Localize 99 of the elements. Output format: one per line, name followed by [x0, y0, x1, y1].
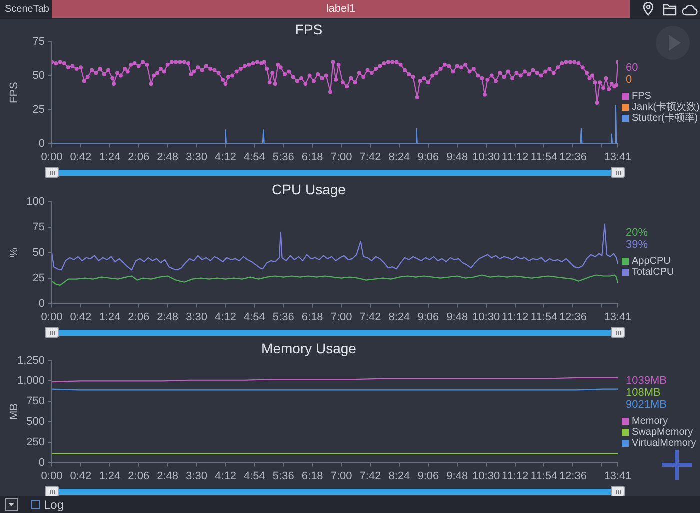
text: 60 — [626, 62, 640, 74]
legend-label: SwapMemory — [632, 426, 694, 438]
y-tick-label: 0 — [38, 456, 45, 469]
x-tick-label: 3:30 — [186, 151, 208, 164]
x-tick-label: 6:18 — [302, 470, 324, 482]
x-tick-label: 1:24 — [99, 311, 121, 324]
y-tick-label: 100 — [26, 196, 45, 208]
x-tick-label: 0:00 — [41, 470, 63, 482]
text: 9021MB — [626, 398, 668, 411]
y-tick-label: 50 — [32, 246, 45, 259]
x-tick-label: 7:00 — [330, 311, 352, 324]
y-tick-label: 0 — [38, 138, 45, 150]
chart-title: Memory Usage — [262, 340, 357, 356]
x-tick-label: 11:12 — [502, 311, 529, 324]
x-tick-label: 10:30 — [472, 311, 500, 324]
x-tick-label: 4:12 — [215, 470, 236, 482]
text: SceneTab — [5, 4, 50, 16]
x-tick-label: 5:36 — [272, 151, 294, 164]
x-tick-label: 0:42 — [70, 311, 92, 324]
x-tick-label: 1:24 — [99, 151, 121, 164]
x-tick-label: 10:30 — [472, 151, 500, 164]
x-tick-label: 9:06 — [418, 311, 440, 324]
x-tick-label: 0:42 — [70, 470, 92, 482]
x-tick-label: 2:06 — [128, 311, 150, 324]
y-axis-title: MB — [8, 404, 21, 420]
x-tick-label: 2:48 — [157, 470, 179, 482]
y-tick-label: 250 — [26, 436, 45, 448]
y-tick-label: 1,250 — [17, 354, 45, 367]
x-tick-label: 9:48 — [446, 470, 468, 482]
x-tick-label: 11:54 — [530, 311, 558, 324]
x-tick-label: 12:36 — [559, 151, 587, 164]
y-axis-title: FPS — [8, 82, 21, 104]
x-tick-label: 0:00 — [41, 311, 63, 324]
x-tick-label: 2:06 — [128, 470, 150, 482]
x-tick-label: 9:06 — [418, 151, 440, 164]
x-tick-label: 9:48 — [446, 311, 468, 324]
x-tick-label: 4:12 — [215, 151, 236, 164]
x-tick-label: 4:54 — [244, 470, 266, 482]
x-tick-label: 11:54 — [530, 151, 558, 164]
y-tick-label: 25 — [32, 272, 45, 284]
text: Log — [44, 498, 64, 512]
legend-label: TotalCPU — [632, 267, 674, 278]
x-tick-label: 7:00 — [330, 151, 352, 164]
text: 0 — [626, 74, 634, 86]
x-tick-label: 2:48 — [157, 311, 179, 324]
text: 1039MB — [626, 374, 668, 387]
x-tick-label: 6:18 — [302, 311, 324, 324]
x-tick-label: 9:06 — [418, 470, 440, 482]
x-tick-label: 9:48 — [446, 151, 468, 164]
x-tick-label: 6:18 — [302, 151, 324, 164]
x-tick-label: 12:36 — [559, 311, 587, 324]
x-tick-label: 13:41 — [604, 470, 632, 482]
text: 20% — [626, 227, 650, 240]
x-tick-label: 7:42 — [360, 311, 382, 324]
x-tick-label: 2:06 — [128, 151, 150, 164]
x-tick-label: 1:24 — [99, 470, 121, 482]
y-tick-label: 500 — [26, 416, 45, 428]
x-tick-label: 7:42 — [360, 151, 382, 164]
text: 108MB — [626, 386, 662, 399]
x-tick-label: 5:36 — [272, 470, 294, 482]
legend-label: Memory — [632, 416, 668, 427]
x-tick-label: 3:30 — [186, 470, 208, 482]
chart-title: FPS — [295, 21, 323, 38]
x-tick-label: 8:24 — [388, 151, 410, 164]
x-tick-label: 7:42 — [360, 470, 382, 482]
x-tick-label: 11:12 — [502, 470, 529, 482]
y-tick-label: 750 — [26, 396, 45, 408]
legend-label: Stutter(卡顿率) — [632, 112, 698, 124]
legend-label: VirtualMemory — [632, 438, 696, 449]
x-tick-label: 0:00 — [41, 151, 63, 164]
x-tick-label: 10:30 — [472, 470, 500, 482]
x-tick-label: 8:24 — [388, 470, 410, 482]
label-bar: label1 — [52, 0, 630, 18]
x-tick-label: 13:41 — [604, 311, 632, 324]
x-tick-label: 5:36 — [272, 311, 294, 324]
legend-label: Jank(卡顿次数) — [632, 102, 700, 113]
x-tick-label: 11:54 — [530, 470, 558, 482]
y-tick-label: 1,000 — [17, 375, 45, 388]
y-tick-label: 50 — [32, 70, 45, 82]
y-tick-label: 25 — [32, 104, 45, 116]
legend-label: AppCPU — [632, 256, 671, 268]
x-tick-label: 3:30 — [186, 311, 208, 324]
x-tick-label: 4:12 — [215, 311, 236, 324]
x-tick-label: 8:24 — [388, 311, 410, 324]
y-tick-label: 0 — [38, 298, 45, 310]
y-tick-label: 75 — [32, 221, 45, 234]
x-tick-label: 11:12 — [502, 151, 529, 164]
x-tick-label: 7:00 — [330, 470, 352, 482]
x-tick-label: 0:42 — [70, 151, 92, 164]
text: 39% — [626, 239, 650, 252]
x-tick-label: 4:54 — [244, 311, 266, 324]
x-tick-label: 4:54 — [244, 151, 266, 164]
legend-label: FPS — [632, 90, 652, 102]
x-tick-label: 12:36 — [559, 470, 587, 482]
y-axis-title: % — [8, 248, 21, 258]
y-tick-label: 75 — [32, 36, 45, 48]
chart-title: CPU Usage — [272, 181, 346, 198]
x-tick-label: 2:48 — [157, 151, 179, 164]
x-tick-label: 13:41 — [604, 151, 632, 164]
